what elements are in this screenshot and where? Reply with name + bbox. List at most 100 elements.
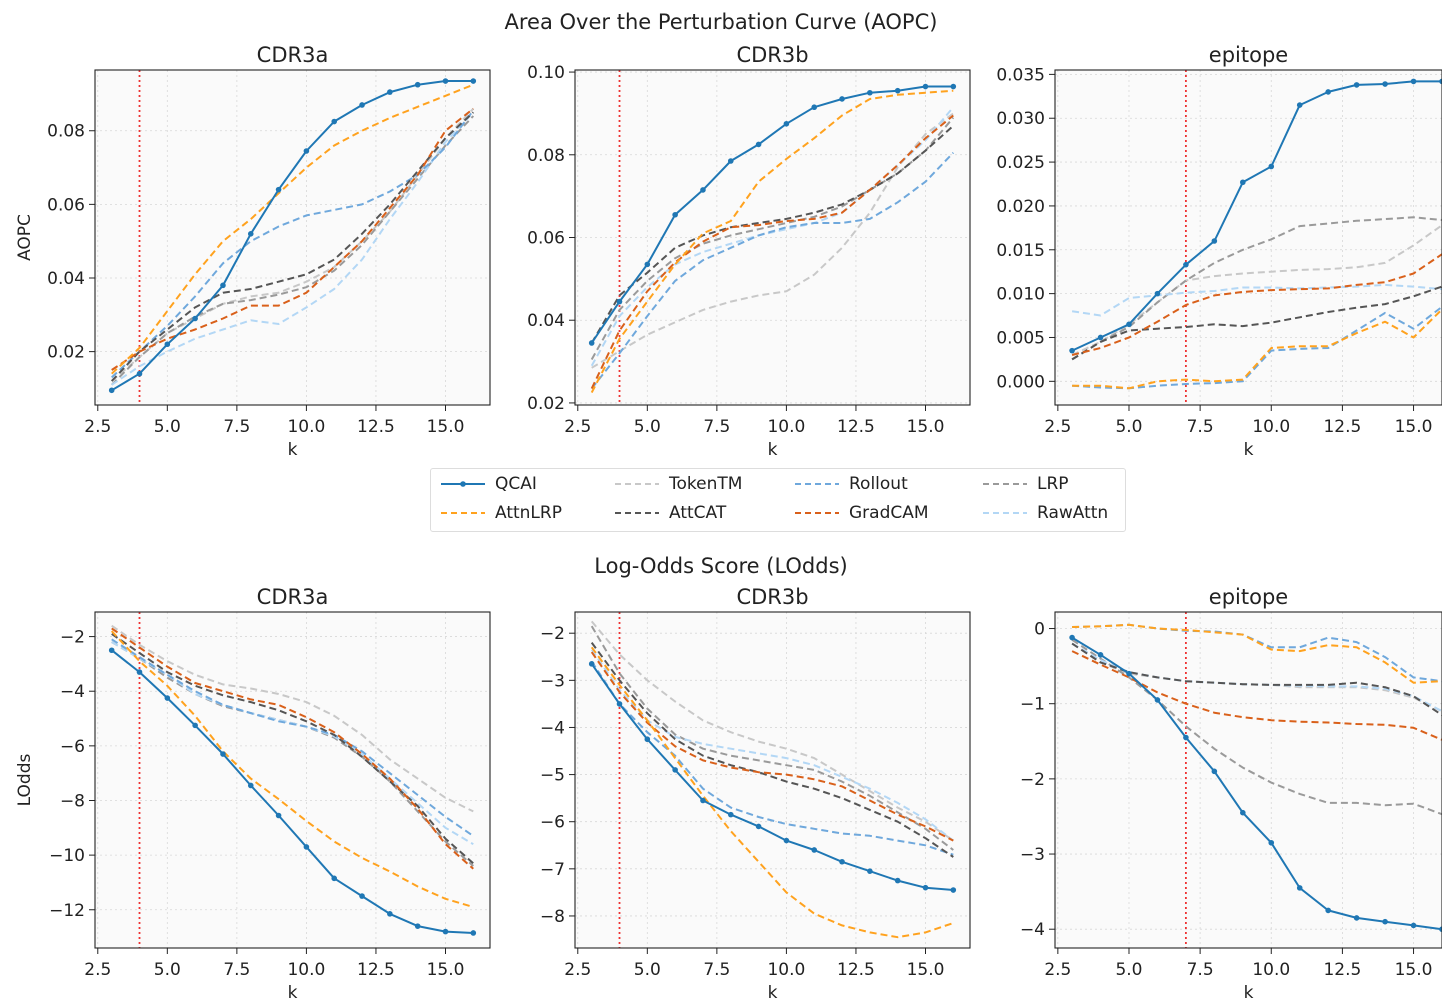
x-tick-label: 15.0 [907, 417, 945, 437]
point-qcai [1353, 82, 1360, 88]
legend: QCAI AttnLRP TokenTM AttCAT Rollout Grad… [430, 468, 1126, 532]
y-tick-label: −4 [60, 682, 85, 702]
x-tick-label: 15.0 [907, 960, 945, 980]
series-line-gradcam [1071, 253, 1442, 356]
point-qcai [164, 341, 171, 348]
point-qcai [331, 875, 338, 882]
x-tick-label: 10.0 [287, 960, 325, 980]
series-line-tokentm [111, 624, 474, 813]
y-tick-label: −2 [60, 628, 85, 648]
y-tick-label: 0.000 [996, 372, 1045, 392]
legend-label-qcai: QCAI [495, 474, 537, 494]
legend-swatch-rollout [795, 483, 839, 485]
bottom-figure-title: Log-Odds Score (LOdds) [594, 554, 848, 578]
point-qcai [442, 78, 449, 84]
y-tick-label: 0.06 [47, 195, 85, 215]
legend-item-tokentm: TokenTM [613, 472, 742, 496]
point-qcai [755, 823, 762, 830]
point-qcai [811, 104, 818, 111]
y-tick-label: 0.030 [996, 109, 1045, 129]
x-tick-label: 15.0 [427, 417, 465, 437]
x-tick-label: 15.0 [427, 960, 465, 980]
point-qcai [1211, 768, 1218, 775]
y-tick-label: 0.08 [47, 122, 85, 142]
point-qcai [1126, 321, 1132, 328]
point-qcai [387, 89, 393, 95]
plot-frame [94, 611, 491, 949]
point-qcai [1154, 697, 1161, 703]
series-line-attcat [111, 633, 474, 865]
y-tick-label: 0.10 [527, 63, 565, 83]
x-axis-label: k [1244, 440, 1254, 460]
x-tick-label: 10.0 [767, 417, 805, 437]
point-qcai [470, 78, 477, 84]
x-tick-label: 7.5 [1187, 417, 1214, 437]
x-tick-label: 7.5 [703, 417, 730, 437]
panel-title: CDR3a [257, 43, 329, 67]
point-qcai [1410, 78, 1417, 85]
point-qcai [644, 736, 651, 743]
point-qcai [247, 231, 254, 237]
point-qcai [387, 911, 393, 917]
y-tick-label: −3 [1020, 845, 1045, 865]
legend-label-attcat: AttCAT [669, 503, 727, 523]
point-qcai [108, 647, 115, 654]
series-group [588, 620, 957, 939]
panel-6: 2.5 5.0 7.5 10.0 12.5 15.0 −4 −3 −2 −1 0 epitope k [1020, 585, 1442, 1000]
x-tick-label: 15.0 [1395, 960, 1433, 980]
point-qcai [1325, 907, 1331, 914]
legend-item-rawattn: RawAttn [981, 501, 1108, 525]
legend-swatch-tokentm [615, 483, 659, 485]
y-tick-label: −6 [60, 737, 85, 757]
series-line-qcai [1071, 80, 1442, 352]
series-line-gradcam [1071, 650, 1442, 741]
point-qcai [1069, 347, 1075, 354]
y-tick-label: −4 [1020, 920, 1045, 940]
plot-background [95, 612, 490, 948]
series-line-tokentm [591, 112, 954, 369]
series-line-gradcam [111, 107, 474, 371]
series-line-gradcam [590, 651, 954, 842]
point-qcai [1353, 915, 1360, 921]
y-tick-label: −1 [1020, 695, 1045, 715]
series-line-attnlrp [590, 646, 954, 939]
x-tick-label: 12.5 [357, 960, 395, 980]
point-qcai [1296, 102, 1303, 108]
x-axis-label: k [768, 440, 778, 460]
point-qcai [727, 811, 734, 818]
legend-swatch-gradcam [795, 512, 839, 514]
y-tick-label: 0.035 [996, 65, 1045, 85]
x-tick-label: 5.0 [154, 417, 181, 437]
y-tick-label: 0.04 [527, 311, 565, 331]
point-qcai [220, 751, 226, 757]
point-qcai [672, 211, 678, 218]
panel-title: CDR3a [257, 585, 329, 609]
x-tick-label: 2.5 [84, 417, 111, 437]
legend-swatch-rawattn [983, 512, 1027, 514]
plot-frame [94, 69, 491, 406]
plot-frame [574, 611, 971, 949]
point-qcai [783, 120, 790, 127]
legend-swatch-attnlrp [441, 512, 485, 514]
point-qcai [275, 812, 282, 819]
point-qcai [727, 158, 734, 164]
point-qcai [442, 928, 449, 935]
point-qcai [192, 315, 198, 322]
series-line-rawattn [590, 649, 954, 842]
point-qcai [164, 695, 171, 701]
y-tick-label: −6 [540, 813, 565, 833]
series-group [1069, 78, 1442, 390]
y-tick-label: 0.04 [47, 269, 85, 289]
series-line-rollout [590, 660, 954, 856]
legend-label-tokentm: TokenTM [669, 474, 743, 494]
point-qcai [359, 102, 365, 108]
panel-3: 2.5 5.0 7.5 10.0 12.5 15.0 0.000 0.005 0.010 0.01… [996, 43, 1442, 460]
x-axis-label: k [288, 440, 298, 460]
series-line-attnlrp [590, 89, 954, 394]
series-line-tokentm [590, 620, 954, 842]
point-qcai [1183, 734, 1189, 741]
point-qcai [1097, 334, 1104, 341]
point-qcai [331, 118, 338, 125]
series-line-lrp [1071, 638, 1442, 816]
